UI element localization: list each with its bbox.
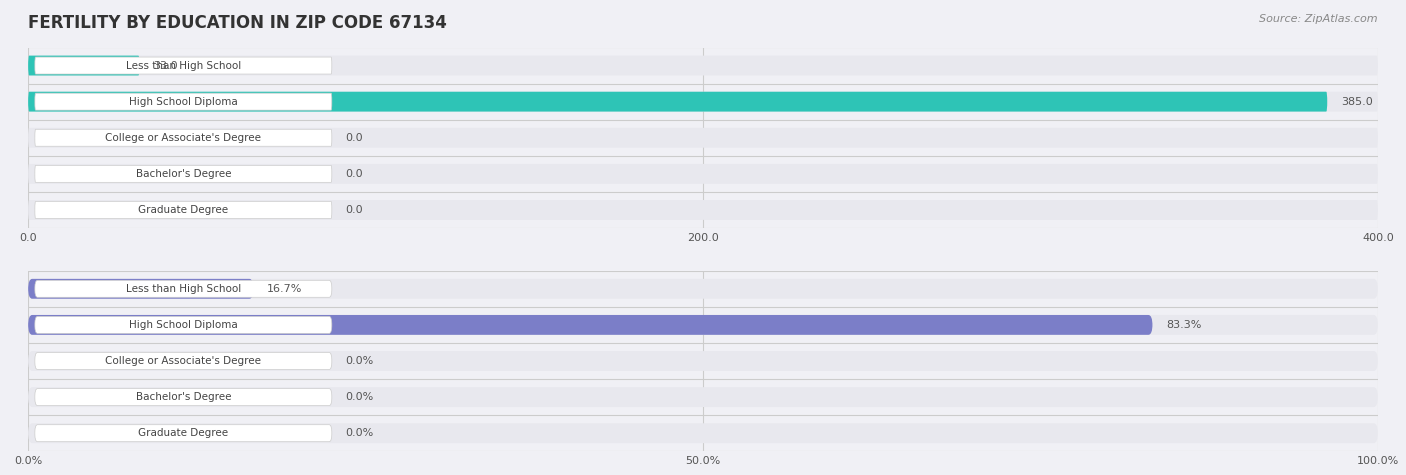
Text: 83.3%: 83.3% [1166,320,1201,330]
Text: FERTILITY BY EDUCATION IN ZIP CODE 67134: FERTILITY BY EDUCATION IN ZIP CODE 67134 [28,14,447,32]
FancyBboxPatch shape [28,315,1378,335]
FancyBboxPatch shape [28,92,1378,112]
FancyBboxPatch shape [35,165,332,182]
FancyBboxPatch shape [35,201,332,219]
FancyBboxPatch shape [28,164,1378,184]
FancyBboxPatch shape [35,389,332,406]
FancyBboxPatch shape [28,387,1378,407]
FancyBboxPatch shape [35,129,332,146]
Text: 33.0: 33.0 [153,60,177,71]
FancyBboxPatch shape [28,200,1378,220]
FancyBboxPatch shape [35,352,332,370]
Text: Graduate Degree: Graduate Degree [138,428,228,438]
Text: Bachelor's Degree: Bachelor's Degree [135,169,231,179]
Text: Less than High School: Less than High School [125,284,240,294]
Text: 0.0%: 0.0% [346,392,374,402]
Text: Graduate Degree: Graduate Degree [138,205,228,215]
Text: 16.7%: 16.7% [267,284,302,294]
FancyBboxPatch shape [28,315,1153,335]
Text: Less than High School: Less than High School [125,60,240,71]
Text: College or Associate's Degree: College or Associate's Degree [105,133,262,143]
Text: 0.0: 0.0 [346,205,363,215]
FancyBboxPatch shape [28,423,1378,443]
FancyBboxPatch shape [28,279,253,299]
FancyBboxPatch shape [35,316,332,333]
Text: Source: ZipAtlas.com: Source: ZipAtlas.com [1260,14,1378,24]
FancyBboxPatch shape [35,425,332,442]
FancyBboxPatch shape [28,92,1327,112]
FancyBboxPatch shape [28,56,1378,76]
FancyBboxPatch shape [35,93,332,110]
FancyBboxPatch shape [28,279,1378,299]
Text: 0.0: 0.0 [346,133,363,143]
Text: 385.0: 385.0 [1341,96,1372,107]
Text: High School Diploma: High School Diploma [129,96,238,107]
Text: 0.0%: 0.0% [346,356,374,366]
FancyBboxPatch shape [28,128,1378,148]
Text: College or Associate's Degree: College or Associate's Degree [105,356,262,366]
FancyBboxPatch shape [35,57,332,74]
FancyBboxPatch shape [28,351,1378,371]
FancyBboxPatch shape [35,280,332,297]
Text: 0.0%: 0.0% [346,428,374,438]
Text: Bachelor's Degree: Bachelor's Degree [135,392,231,402]
FancyBboxPatch shape [28,56,139,76]
Text: 0.0: 0.0 [346,169,363,179]
Text: High School Diploma: High School Diploma [129,320,238,330]
